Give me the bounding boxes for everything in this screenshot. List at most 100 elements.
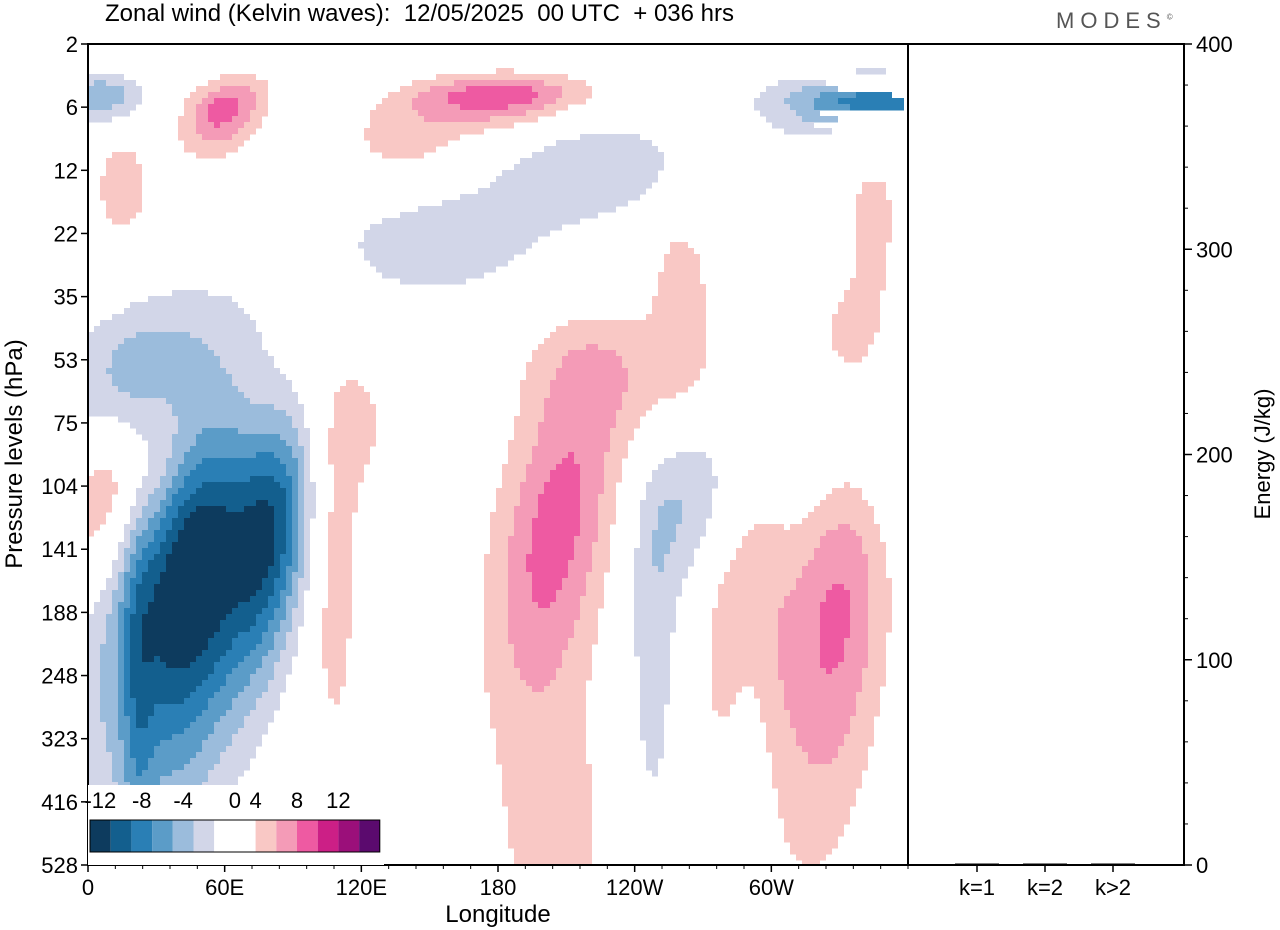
wind-cell (208, 734, 232, 741)
wind-cell (202, 134, 232, 141)
wind-cell (862, 674, 886, 681)
wind-cell (550, 332, 706, 339)
wind-cell (280, 434, 298, 441)
wind-cell (544, 410, 616, 417)
wind-cell (292, 578, 298, 585)
wind-cell (508, 596, 532, 603)
wind-cell (790, 524, 838, 531)
wind-cell (838, 302, 880, 309)
wind-cell (508, 452, 532, 459)
wind-cell (790, 848, 832, 855)
wind-cell (178, 470, 190, 477)
wind-cell (562, 356, 622, 363)
wind-cell (88, 716, 100, 723)
wind-cell (508, 638, 568, 645)
wind-cell (220, 356, 274, 363)
wind-cell (154, 704, 208, 711)
wind-cell (790, 92, 820, 99)
wind-cell (286, 440, 298, 447)
wind-cell (256, 620, 268, 627)
wind-cell (118, 650, 124, 657)
wind-cell (628, 380, 694, 387)
wind-cell (868, 560, 886, 567)
wind-cell (502, 776, 592, 783)
wind-cell (820, 638, 844, 645)
wind-cell (508, 446, 532, 453)
wind-cell (136, 524, 148, 531)
wind-cell (562, 578, 586, 585)
wind-cell (640, 668, 670, 675)
energy-axis: 0 100 200 300 400 (1184, 32, 1233, 878)
wind-cell (304, 518, 310, 525)
wind-cell (514, 530, 532, 537)
wind-cell (196, 104, 208, 111)
wind-cell (154, 536, 166, 543)
wind-cell (580, 518, 598, 525)
wind-cell (148, 446, 172, 453)
wind-cell (88, 662, 100, 669)
x-tick-label: 0 (82, 875, 94, 900)
wind-cell (514, 506, 538, 513)
wind-cell (322, 638, 346, 645)
wind-cell (370, 224, 562, 231)
wind-cell (334, 500, 358, 507)
wind-cell (208, 704, 232, 711)
wind-cell (94, 326, 256, 333)
wind-cell (580, 470, 604, 477)
wind-cell (364, 248, 526, 255)
wind-cell (730, 560, 808, 567)
wind-cell (514, 428, 538, 435)
wind-cell (88, 410, 172, 417)
wind-cell (106, 158, 136, 165)
wind-cell (514, 860, 592, 865)
wind-cell (634, 554, 652, 561)
wind-cell (556, 596, 580, 603)
wind-cell (808, 560, 868, 567)
wind-cell (292, 518, 298, 525)
wind-cell (184, 764, 214, 771)
wind-cell (460, 104, 508, 111)
wind-cell (196, 116, 208, 123)
wind-cell (538, 422, 616, 429)
wind-cell (550, 386, 628, 393)
wind-cell (148, 500, 160, 507)
wind-cell (652, 296, 706, 303)
wind-cell (220, 74, 256, 81)
wind-cell (778, 806, 850, 813)
wind-cell (184, 518, 274, 525)
wind-cell (784, 128, 832, 135)
wind-cell (658, 290, 706, 297)
wind-cell (136, 716, 148, 723)
wind-cell (802, 566, 868, 573)
wind-cell (856, 266, 886, 273)
wind-cell (298, 518, 304, 525)
wind-cell (112, 356, 220, 363)
wind-cell (862, 680, 886, 687)
wind-cell (790, 710, 856, 717)
wind-cell (118, 704, 124, 711)
wind-cell (712, 668, 778, 675)
wind-cell (124, 596, 130, 603)
wind-cell (634, 560, 652, 567)
wind-cell (658, 464, 712, 471)
wind-cell (856, 224, 892, 231)
wind-cell (838, 350, 868, 357)
wind-cell (160, 542, 172, 549)
legend-label: -8 (132, 788, 152, 813)
wind-cell (172, 290, 208, 297)
wind-cell (856, 200, 892, 207)
wind-cell (262, 578, 274, 585)
wind-cell (178, 512, 190, 519)
wind-cell (628, 374, 700, 381)
wind-cell (826, 668, 832, 675)
wind-cell (196, 440, 286, 447)
wind-cell (124, 548, 136, 555)
wind-cell (646, 314, 706, 321)
wind-cell (586, 344, 598, 351)
wind-cell (868, 572, 886, 579)
wind-cell (550, 392, 622, 399)
wind-cell (88, 776, 112, 783)
wind-cell (538, 602, 550, 609)
wind-cell (838, 752, 868, 759)
x-tick-label: 120E (336, 875, 387, 900)
